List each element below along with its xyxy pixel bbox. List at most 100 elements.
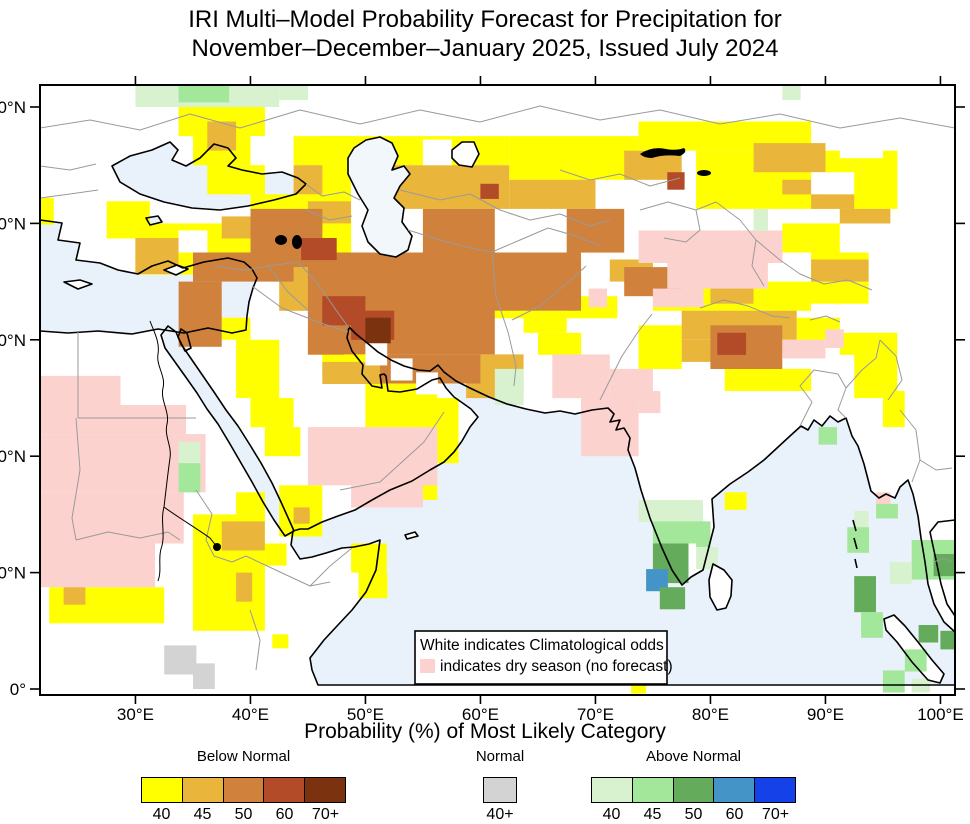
forecast-cell xyxy=(221,317,251,340)
forecast-cell xyxy=(178,85,230,103)
lat-tick-label: 40°N xyxy=(0,214,26,233)
forecast-cell xyxy=(301,238,337,261)
lake-tana xyxy=(213,543,221,551)
forecast-cell xyxy=(652,288,704,308)
above-normal-bar xyxy=(591,777,796,803)
lat-tick-label: 50°N xyxy=(0,98,26,117)
forecast-cell xyxy=(422,208,495,253)
forecast-cell xyxy=(178,441,201,464)
forecast-cells-layer xyxy=(40,85,955,694)
forecast-cell xyxy=(652,521,704,544)
forecast-cell xyxy=(811,194,855,209)
lake-urmia xyxy=(292,235,302,249)
colorbar-tick-label: 50 xyxy=(684,806,703,823)
forecast-cell xyxy=(724,368,812,391)
forecast-cell xyxy=(876,492,891,506)
forecast-cell xyxy=(638,391,661,414)
forecast-cell xyxy=(854,354,898,399)
forecast-cell xyxy=(365,343,388,366)
lat-tick-label: 10°N xyxy=(0,564,26,583)
forecast-map: White indicates Climatological odds indi… xyxy=(0,76,965,724)
forecast-cell xyxy=(390,358,413,381)
forecast-cell xyxy=(293,507,310,524)
below-normal-label: Below Normal xyxy=(196,748,291,765)
forecast-cell xyxy=(638,230,783,263)
lon-tick-label: 30°E xyxy=(117,705,154,724)
forecast-cell xyxy=(782,223,840,253)
map-legend-box: White indicates Climatological odds indi… xyxy=(414,630,673,685)
colorbar-tick-label: 70+ xyxy=(311,806,340,823)
colorbar-segment xyxy=(673,778,715,802)
forecast-cell xyxy=(40,405,186,435)
forecast-cell xyxy=(854,576,876,613)
lon-tick-label: 60°E xyxy=(462,705,499,724)
figure-title-line2: November–December–January 2025, Issued J… xyxy=(191,35,779,62)
forecast-cell xyxy=(882,391,905,428)
forecast-cell xyxy=(538,332,582,355)
forecast-cell xyxy=(854,510,869,528)
forecast-cell xyxy=(293,165,323,195)
colorbar-tick-label: 70+ xyxy=(761,806,790,823)
figure-title: IRI Multi–Model Probability Forecast for… xyxy=(0,5,970,63)
normal-bar xyxy=(483,777,517,803)
forecast-cell xyxy=(63,587,86,605)
forecast-cell xyxy=(889,562,912,585)
forecast-cell xyxy=(753,143,826,173)
forecast-cell xyxy=(581,398,639,457)
forecast-cell xyxy=(40,375,121,405)
forecast-cell xyxy=(724,492,747,510)
lake-balkhash xyxy=(640,148,686,158)
forecast-cell xyxy=(588,288,607,308)
forecast-cell xyxy=(696,521,711,547)
colorbar-segment xyxy=(714,778,756,802)
forecast-cell xyxy=(566,208,625,253)
above-normal-label: Above Normal xyxy=(645,748,742,765)
forecast-cell xyxy=(753,208,768,231)
colorbar-segment xyxy=(755,778,795,802)
below-normal-bar xyxy=(141,777,346,803)
forecast-cell xyxy=(272,634,289,649)
lon-tick-label: 40°E xyxy=(232,705,269,724)
forecast-cell xyxy=(638,499,703,522)
colorbar-segment xyxy=(484,778,516,802)
normal-ticks: 40+ xyxy=(463,803,537,824)
coastline-layer xyxy=(40,136,955,686)
country-borders-layer xyxy=(40,105,955,671)
forecast-cell xyxy=(811,259,869,282)
forecast-cell xyxy=(782,85,801,101)
forecast-cell xyxy=(178,463,201,493)
forecast-cell xyxy=(221,521,265,551)
legend-line1: White indicates Climatological odds xyxy=(420,637,664,654)
forecast-cell xyxy=(839,132,883,159)
dry-season-swatch xyxy=(420,659,435,673)
forecast-cell xyxy=(523,310,567,333)
forecast-cell xyxy=(918,625,939,643)
forecast-cell xyxy=(279,85,308,101)
forecast-cell xyxy=(351,485,423,508)
colorbar-tick-label: 50 xyxy=(234,806,253,823)
lake-van xyxy=(275,235,287,245)
colorbar-tick-label: 40 xyxy=(602,806,621,823)
forecast-cell xyxy=(178,230,208,253)
forecast-cell xyxy=(307,427,438,486)
lon-tick-label: 50°E xyxy=(347,705,384,724)
lake-issyk-kul xyxy=(697,170,711,176)
normal-label: Normal xyxy=(475,748,525,765)
forecast-cell xyxy=(494,368,524,405)
lat-tick-label: 20°N xyxy=(0,447,26,466)
forecast-cell xyxy=(236,339,280,398)
rivers-lakes-layer xyxy=(149,148,711,582)
forecast-cell xyxy=(667,263,768,289)
forecast-cell xyxy=(40,492,184,544)
forecast-cell xyxy=(782,339,826,359)
colorbar-segment xyxy=(223,778,265,802)
forecast-cell xyxy=(659,587,686,610)
colorbar-below-normal: Below Normal 40 45 50 60 70+ xyxy=(141,748,346,824)
colorbar-tick-label: 60 xyxy=(275,806,294,823)
colorbar-segment xyxy=(142,778,183,802)
forecast-cell xyxy=(818,427,837,445)
andaman-islands xyxy=(852,519,858,569)
forecast-cell xyxy=(882,670,905,693)
forecast-cell xyxy=(250,398,294,428)
